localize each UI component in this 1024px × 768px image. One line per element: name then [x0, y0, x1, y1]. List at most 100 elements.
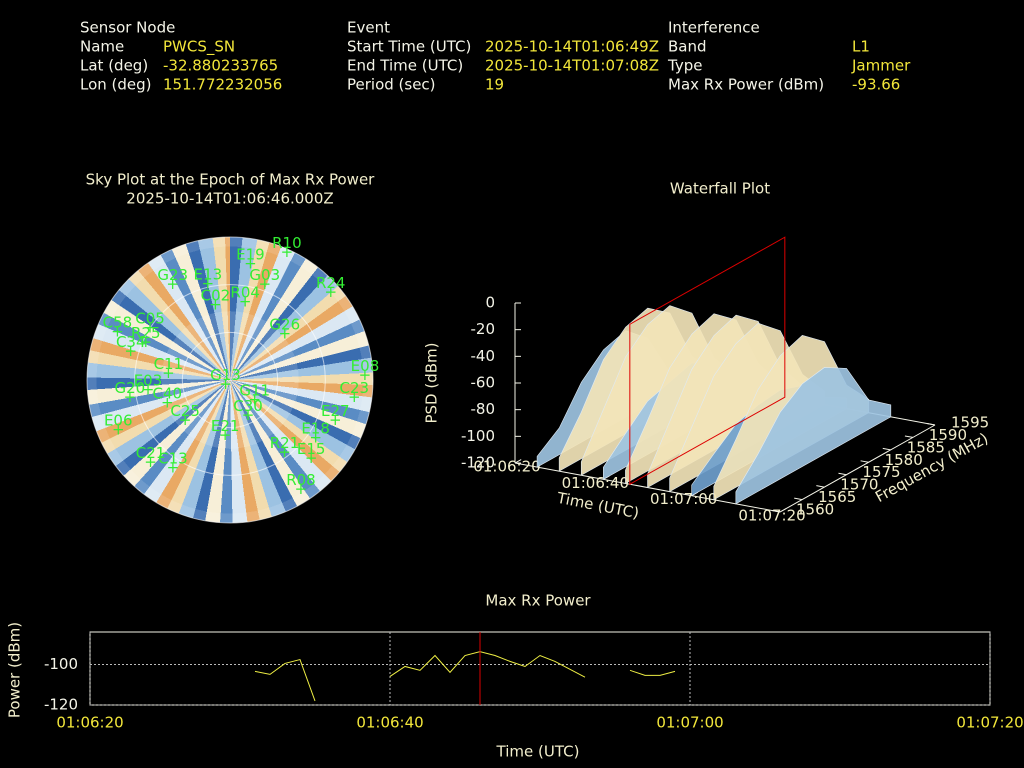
- satellite-label: C40: [153, 384, 183, 402]
- satellite-marker: +: [309, 428, 322, 446]
- field-label: Period (sec): [347, 76, 436, 94]
- field-label: Lat (deg): [80, 57, 148, 75]
- chart-title: Max Rx Power: [485, 592, 591, 610]
- z-tick-label: -20: [471, 320, 496, 338]
- satellite-marker: +: [167, 458, 180, 476]
- frequency-tick: [860, 460, 869, 463]
- field-label: Start Time (UTC): [347, 38, 471, 56]
- frequency-tick: [771, 510, 781, 513]
- satellite-marker: +: [278, 443, 291, 461]
- satellite-marker: +: [179, 411, 192, 429]
- satellite-label: R25: [131, 324, 161, 342]
- field-value: -93.66: [852, 76, 900, 94]
- y-tick-label: -100: [44, 655, 78, 673]
- satellite-label: C58: [103, 314, 133, 332]
- satellite-marker: +: [166, 275, 179, 293]
- epoch-plane: [629, 236, 786, 486]
- chart-subtitle: 2025-10-14T01:06:46.000Z: [126, 190, 333, 208]
- satellite-label: E03: [134, 372, 163, 390]
- satellite-label: R08: [286, 471, 316, 489]
- x-tick-label: 01:06:40: [356, 714, 423, 732]
- satellite-label: C11: [154, 355, 184, 373]
- z-axis-label: PSD (dBm): [423, 342, 441, 423]
- satellite-marker: +: [140, 333, 153, 351]
- frequency-tick-label: 1580: [885, 451, 923, 469]
- section-title: Interference: [668, 19, 760, 37]
- satellite-marker: +: [162, 364, 175, 382]
- chart-title: Sky Plot at the Epoch of Max Rx Power: [86, 171, 376, 189]
- satellite-label: R21: [270, 434, 300, 452]
- plot-frame: [89, 631, 991, 706]
- x-axis-label: Time (UTC): [496, 743, 580, 761]
- satellite-label: C30: [233, 397, 263, 415]
- satellite-label: G11: [239, 381, 270, 399]
- field-value: L1: [852, 38, 870, 56]
- field-label: Name: [80, 38, 124, 56]
- frequency-tick-label: 1585: [907, 438, 945, 456]
- section-title: Sensor Node: [80, 19, 175, 37]
- chart-title: Waterfall Plot: [670, 180, 770, 198]
- z-tick-label: -80: [471, 400, 496, 418]
- satellite-marker: +: [111, 323, 124, 341]
- frequency-tick-label: 1570: [840, 476, 878, 494]
- satellite-label: E08: [351, 357, 380, 375]
- field-value: 19: [485, 76, 504, 94]
- z-tick-label: -100: [461, 427, 495, 445]
- satellite-marker: +: [124, 342, 137, 360]
- satellite-label: E27: [321, 402, 350, 420]
- section-title: Event: [347, 19, 390, 37]
- satellite-label: R04: [230, 284, 260, 302]
- frequency-tick: [926, 423, 936, 426]
- satellite-label: E06: [104, 411, 133, 429]
- x-tick-label: 01:07:00: [656, 714, 723, 732]
- field-value: 151.772232056: [163, 76, 282, 94]
- frequency-tick: [816, 485, 825, 488]
- satellite-marker: +: [219, 375, 232, 393]
- satellite-label: C05: [135, 310, 165, 328]
- time-tick-label: 01:07:00: [650, 490, 717, 508]
- field-label: End Time (UTC): [347, 57, 463, 75]
- satellite-label: C34: [116, 333, 146, 351]
- x-tick-label: 01:06:20: [56, 714, 123, 732]
- satellite-label: C23: [340, 379, 370, 397]
- satellite-label: R10: [272, 234, 302, 252]
- frequency-axis: [779, 424, 936, 513]
- satellite-marker: +: [258, 275, 271, 293]
- time-tick-label: 01:06:20: [473, 458, 540, 476]
- x-tick-label: 01:07:20: [956, 714, 1023, 732]
- satellite-label: G13: [210, 366, 241, 384]
- satellite-label: E18: [301, 419, 330, 437]
- time-tick-label: 01:07:20: [738, 507, 805, 525]
- frequency-tick-label: 1560: [796, 501, 834, 519]
- satellite-marker: +: [209, 296, 222, 314]
- field-value: 2025-10-14T01:07:08Z: [485, 57, 659, 75]
- satellite-marker: +: [161, 393, 174, 411]
- elevation-ring: [181, 331, 279, 429]
- satellite-marker: +: [244, 255, 257, 273]
- satellite-marker: +: [359, 366, 372, 384]
- satellite-marker: +: [295, 480, 308, 498]
- satellite-marker: +: [242, 406, 255, 424]
- frequency-tick: [904, 435, 913, 438]
- satellite-label: E21: [211, 417, 240, 435]
- power-line: [629, 669, 676, 676]
- satellite-marker: +: [219, 426, 232, 444]
- satellite-label: G26: [269, 316, 300, 334]
- z-tick-label: -60: [471, 374, 496, 392]
- y-axis-label: Power (dBm): [6, 622, 24, 718]
- satellite-label: C21: [136, 444, 166, 462]
- satellite-marker: +: [248, 390, 261, 408]
- field-label: Lon (deg): [80, 76, 152, 94]
- field-value: Jammer: [851, 57, 911, 75]
- elevation-ring: [86, 236, 374, 524]
- time-tick: [779, 508, 787, 513]
- frequency-tick-label: 1565: [818, 488, 856, 506]
- satellite-label: G03: [249, 266, 280, 284]
- frequency-tick: [882, 447, 891, 451]
- y-tick-label: -120: [44, 696, 78, 714]
- time-axis-label: Time (UTC): [555, 489, 641, 523]
- frequency-tick-label: 1590: [929, 426, 967, 444]
- elevation-ring: [134, 284, 326, 476]
